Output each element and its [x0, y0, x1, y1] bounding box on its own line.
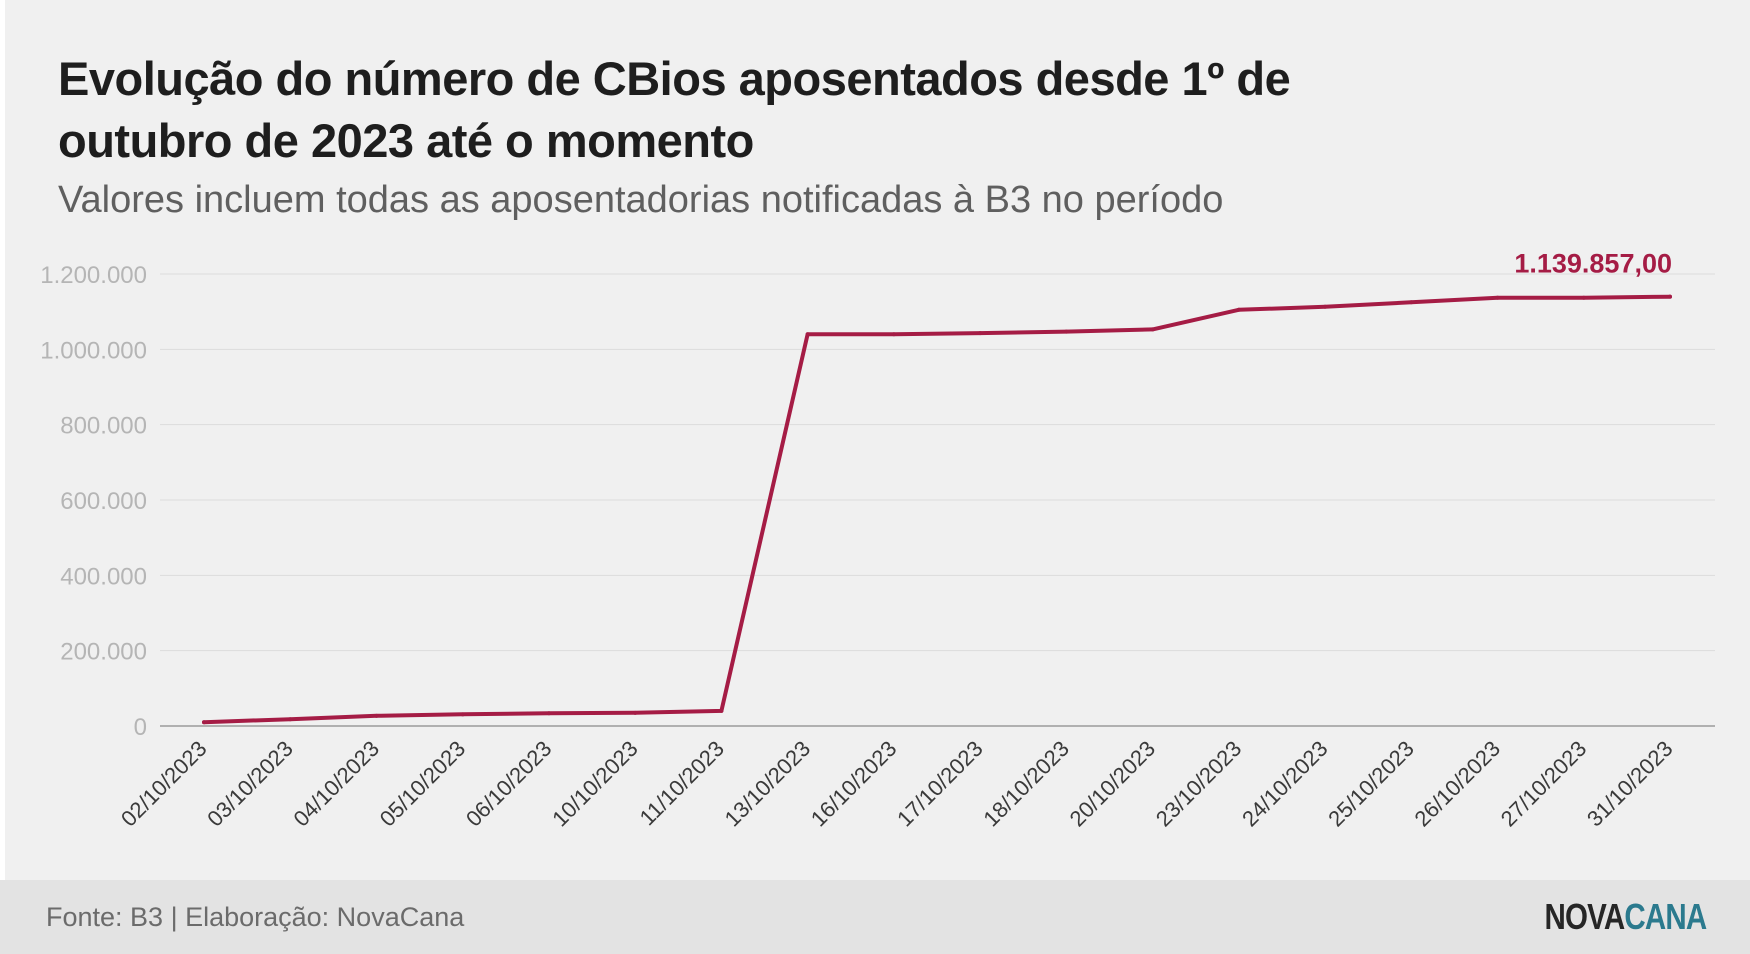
chart-title: Evolução do número de CBios aposentados … — [58, 52, 1291, 167]
novacana-logo: NOVACANA — [1544, 896, 1707, 938]
logo-part-nova: NOVA — [1544, 896, 1625, 937]
series-line — [202, 294, 1672, 725]
data-point — [978, 331, 983, 336]
series — [202, 294, 1672, 725]
line-chart: 0 200.000 400.000 600.000 800.000 1.000.000 1.… — [40, 249, 1715, 832]
x-tick-label: 10/10/2023 — [547, 736, 643, 832]
y-tick-label: 800.000 — [60, 413, 147, 440]
grid-lines — [160, 273, 1715, 727]
data-point — [1409, 300, 1414, 305]
x-axis-ticks: 02/10/202303/10/202304/10/202305/10/2023… — [116, 736, 1678, 832]
data-point — [1236, 307, 1241, 312]
x-tick-label: 20/10/2023 — [1065, 736, 1161, 832]
data-point — [1581, 295, 1586, 300]
y-tick-label: 200.000 — [60, 639, 147, 666]
data-point — [805, 332, 810, 337]
data-point — [1668, 294, 1672, 299]
y-tick-label: 400.000 — [60, 563, 147, 590]
x-tick-label: 05/10/2023 — [375, 736, 471, 832]
chart-subtitle: Valores incluem todas as aposentadorias … — [58, 179, 1224, 221]
x-tick-label: 23/10/2023 — [1151, 736, 1247, 832]
data-point — [1064, 329, 1069, 334]
x-tick-label: 02/10/2023 — [116, 736, 212, 832]
data-point — [546, 711, 551, 716]
data-point — [460, 712, 465, 717]
x-tick-label: 06/10/2023 — [461, 736, 557, 832]
data-point — [1150, 327, 1155, 332]
y-tick-label: 1.000.000 — [40, 337, 147, 364]
data-point — [891, 332, 896, 337]
y-tick-label: 0 — [134, 714, 147, 741]
x-tick-label: 24/10/2023 — [1237, 736, 1333, 832]
source-note: Fonte: B3 | Elaboração: NovaCana — [46, 902, 465, 932]
y-tick-label: 600.000 — [60, 488, 147, 515]
x-tick-label: 25/10/2023 — [1323, 736, 1419, 832]
data-point — [1495, 295, 1500, 300]
x-tick-label: 13/10/2023 — [720, 736, 816, 832]
annotations: 1.139.857,00 — [1514, 249, 1672, 279]
data-point — [374, 713, 379, 718]
x-tick-label: 04/10/2023 — [288, 736, 384, 832]
y-axis-ticks: 0 200.000 400.000 600.000 800.000 1.000.000 1.… — [40, 262, 147, 741]
x-tick-label: 18/10/2023 — [978, 736, 1074, 832]
chart-card — [5, 0, 1750, 880]
x-tick-label: 03/10/2023 — [202, 736, 298, 832]
x-tick-label: 27/10/2023 — [1496, 736, 1592, 832]
data-point — [719, 708, 724, 713]
x-tick-label: 16/10/2023 — [806, 736, 902, 832]
data-point — [202, 720, 206, 725]
footer-bar: Fonte: B3 | Elaboração: NovaCana NOVACAN… — [0, 880, 1750, 954]
x-tick-label: 11/10/2023 — [635, 736, 729, 830]
x-tick-label: 17/10/2023 — [892, 736, 988, 832]
y-tick-label: 1.200.000 — [40, 262, 147, 289]
x-tick-label: 26/10/2023 — [1410, 736, 1506, 832]
data-point — [633, 710, 638, 715]
x-tick-label: 31/10/2023 — [1582, 736, 1678, 832]
logo-part-cana: CANA — [1624, 896, 1707, 937]
data-point — [288, 717, 293, 722]
end-value-label: 1.139.857,00 — [1514, 249, 1672, 279]
data-point — [1323, 304, 1328, 309]
